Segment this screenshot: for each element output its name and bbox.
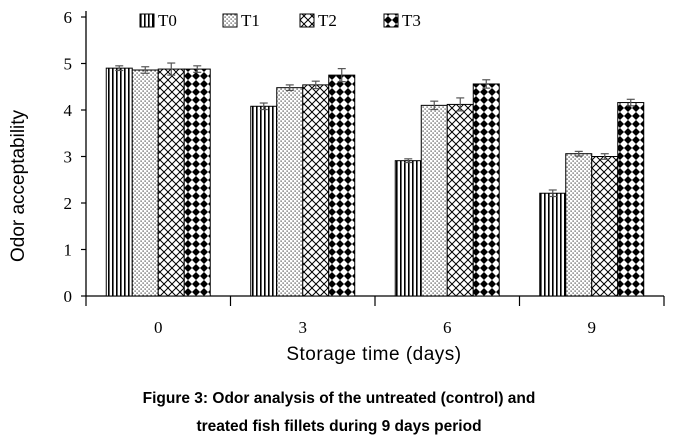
error-bar — [482, 79, 491, 89]
legend-item-t1: T1 — [222, 11, 260, 30]
legend-item-t2: T2 — [299, 11, 337, 30]
legend-swatch — [299, 13, 315, 28]
x-tick-label: 9 — [588, 318, 597, 337]
bar-t3-day-0 — [183, 68, 211, 297]
bar-t2-day-3 — [302, 84, 330, 297]
y-tick-label: 5 — [64, 55, 73, 74]
bars-group — [105, 67, 645, 297]
tick-labels-group: 0 1 2 3 4 5 6 0 3 6 9 — [64, 8, 597, 337]
y-tick-label: 2 — [64, 194, 73, 213]
bar-t0-day-9 — [539, 192, 567, 297]
y-axis-label: Odor acceptability — [8, 109, 29, 262]
error-bar — [285, 84, 294, 92]
legend-item-t0: T0 — [139, 11, 177, 30]
legend-item-t3: T3 — [383, 11, 421, 30]
y-tick-label: 3 — [64, 148, 73, 167]
legend-swatch — [139, 13, 155, 28]
error-bar — [456, 97, 465, 112]
error-bar — [141, 66, 150, 74]
error-bar — [600, 153, 609, 160]
legend-swatch — [383, 13, 399, 28]
bar-t3-day-3 — [328, 74, 356, 297]
bar-t0-day-0 — [105, 67, 133, 297]
bar-t1-day-0 — [131, 69, 159, 297]
bar-t3-day-9 — [617, 102, 645, 297]
error-bar — [167, 62, 176, 76]
error-bar — [430, 100, 439, 111]
error-bar — [115, 65, 124, 72]
figure-caption-line2: treated fish fillets during 9 days perio… — [196, 418, 482, 435]
bar-t2-day-6 — [446, 103, 474, 297]
bar-t1-day-9 — [565, 153, 593, 297]
legend-swatch — [222, 13, 238, 28]
y-tick-label: 1 — [64, 241, 73, 260]
error-bar — [404, 158, 413, 164]
x-tick-label: 0 — [154, 318, 163, 337]
legend-label: T2 — [318, 11, 337, 30]
x-axis-label: Storage time (days) — [286, 344, 461, 365]
error-bar — [193, 65, 202, 73]
bar-t0-day-6 — [394, 160, 422, 297]
x-tick-label: 6 — [443, 318, 452, 337]
legend-label: T0 — [158, 11, 177, 30]
bar-t2-day-9 — [591, 156, 619, 297]
error-bar — [311, 80, 320, 90]
error-bar — [574, 150, 583, 157]
figure-caption-line1: Figure 3: Odor analysis of the untreated… — [142, 390, 536, 407]
error-bar — [626, 98, 635, 107]
error-bar — [337, 68, 346, 83]
error-bars-group — [115, 62, 635, 198]
bar-t1-day-6 — [420, 104, 448, 297]
y-tick-label: 6 — [64, 8, 73, 27]
bar-t2-day-0 — [157, 68, 185, 297]
bar-t0-day-3 — [250, 105, 278, 297]
error-bar — [259, 102, 268, 111]
legend: T0 T1 T2 T3 — [139, 11, 421, 30]
y-tick-label: 0 — [64, 287, 73, 306]
legend-label: T1 — [241, 11, 260, 30]
y-tick-label: 4 — [64, 101, 73, 120]
legend-label: T3 — [402, 11, 421, 30]
bar-t3-day-6 — [472, 83, 500, 297]
error-bar — [548, 189, 557, 198]
bar-t1-day-3 — [276, 87, 304, 297]
x-tick-label: 3 — [299, 318, 308, 337]
